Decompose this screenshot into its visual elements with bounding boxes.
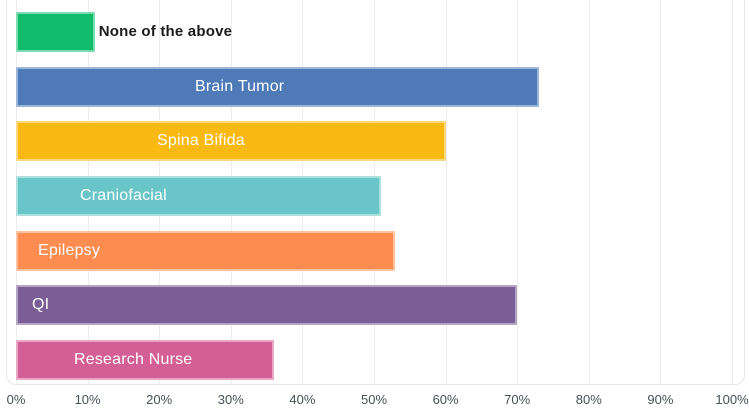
x-axis-tick-label-60: 60%	[432, 392, 459, 407]
bar-none-of-the-above	[16, 12, 95, 52]
x-axis: 0% 10% 20% 30% 40% 50% 60% 70% 80% 90% 100%	[7, 392, 749, 412]
x-axis-tick-label-20: 20%	[146, 392, 173, 407]
bar-brain-tumor	[16, 66, 539, 107]
bar-label-qi: QI	[32, 296, 50, 314]
bar-epilepsy	[16, 230, 396, 271]
bar-research-nurse	[16, 340, 274, 381]
x-axis-tick-label-80: 80%	[575, 392, 602, 407]
bar-label-none-of-the-above: None of the above	[98, 23, 233, 40]
x-axis-tick-label-30: 30%	[217, 392, 244, 407]
bar-label-brain-tumor: Brain Tumor	[195, 77, 285, 95]
bar-spina-bifida	[16, 121, 446, 162]
bar-label-research-nurse: Research Nurse	[74, 351, 193, 369]
gridline-90	[660, 0, 662, 384]
gridline-100	[732, 0, 733, 384]
x-axis-tick-label-0: 0%	[6, 392, 26, 407]
x-axis-tick-label-90: 90%	[647, 392, 674, 407]
bar-label-craniofacial: Craniofacial	[80, 187, 167, 204]
x-axis-tick-label-100: 100%	[715, 392, 749, 407]
gridline-70	[517, 0, 519, 384]
bar-qi	[16, 285, 518, 326]
bar-label-epilepsy: Epilepsy	[38, 241, 101, 259]
gridline-60	[445, 0, 447, 384]
bar-label-spina-bifida: Spina Bifida	[157, 132, 245, 150]
x-axis-tick-label-10: 10%	[74, 392, 101, 407]
x-axis-tick-label-70: 70%	[504, 392, 531, 407]
x-axis-tick-label-50: 50%	[360, 392, 388, 407]
bar-craniofacial	[16, 176, 382, 216]
plot-area: None of the above Brain Tumor Spina Bifida…	[16, 0, 733, 384]
x-axis-tick-label-40: 40%	[289, 392, 316, 407]
gridline-80	[588, 0, 590, 384]
